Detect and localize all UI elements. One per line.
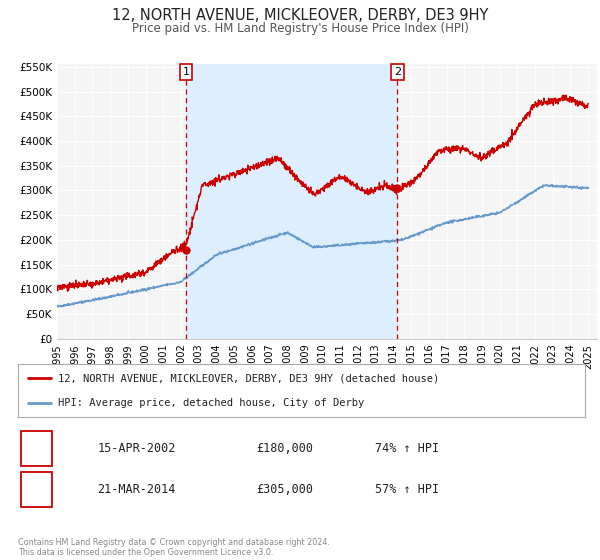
Text: Contains HM Land Registry data © Crown copyright and database right 2024.
This d: Contains HM Land Registry data © Crown c… [18,538,330,557]
Text: 2: 2 [32,483,40,496]
FancyBboxPatch shape [21,472,52,507]
Text: 1: 1 [182,67,190,77]
Text: 1: 1 [32,442,40,455]
Text: 21-MAR-2014: 21-MAR-2014 [97,483,176,496]
Text: HPI: Average price, detached house, City of Derby: HPI: Average price, detached house, City… [58,398,364,408]
Text: 2: 2 [394,67,401,77]
Text: 12, NORTH AVENUE, MICKLEOVER, DERBY, DE3 9HY (detached house): 12, NORTH AVENUE, MICKLEOVER, DERBY, DE3… [58,374,439,384]
Text: 57% ↑ HPI: 57% ↑ HPI [375,483,439,496]
Text: 74% ↑ HPI: 74% ↑ HPI [375,442,439,455]
Text: £305,000: £305,000 [256,483,313,496]
Bar [186,64,397,339]
Text: Price paid vs. HM Land Registry's House Price Index (HPI): Price paid vs. HM Land Registry's House … [131,22,469,35]
Text: 15-APR-2002: 15-APR-2002 [97,442,176,455]
Text: 12, NORTH AVENUE, MICKLEOVER, DERBY, DE3 9HY: 12, NORTH AVENUE, MICKLEOVER, DERBY, DE3… [112,8,488,24]
Text: £180,000: £180,000 [256,442,313,455]
FancyBboxPatch shape [21,431,52,466]
